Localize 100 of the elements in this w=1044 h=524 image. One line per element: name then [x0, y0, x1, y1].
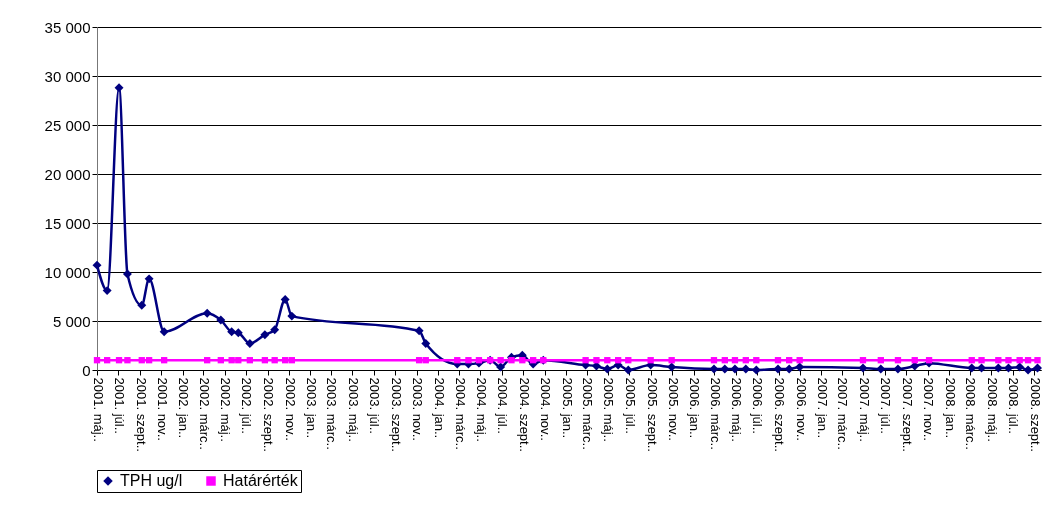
point: [911, 357, 918, 364]
x-tick-label: 2001. nov..: [154, 377, 170, 441]
point: [925, 357, 933, 364]
x-tick-label: 2002. szept..: [261, 377, 277, 452]
point: [894, 357, 902, 364]
x-tick-label: 2002. nov..: [282, 377, 298, 441]
point: [731, 357, 739, 364]
x-tick-label: 2006. máj..: [729, 377, 745, 442]
x-tick-label: 2006. márc..: [707, 377, 723, 450]
point: [604, 357, 611, 364]
x-tick-label: 2007. márc..: [835, 377, 851, 450]
x-tick-label: 2003. júl..: [367, 377, 383, 434]
point: [228, 357, 235, 364]
point: [122, 269, 132, 279]
point: [709, 364, 719, 374]
x-tick-label: 2002. jan..: [176, 377, 192, 439]
point: [614, 357, 622, 364]
y-tick-label: 10 000: [44, 263, 91, 281]
point: [496, 362, 506, 372]
point: [784, 364, 794, 374]
x-tick-label: 2008. jan..: [942, 377, 958, 439]
point: [271, 357, 278, 364]
point: [625, 357, 632, 364]
x-tick-label: 2007. jan..: [814, 377, 830, 439]
point: [204, 357, 211, 364]
x-tick-label: 2008. márc..: [963, 377, 979, 450]
x-tick-label: 2002. márc..: [196, 377, 212, 450]
point: [1024, 357, 1032, 364]
legend-label: TPH ug/l: [120, 472, 183, 489]
x-tick-label: 2006. jan..: [687, 377, 703, 439]
point: [144, 274, 154, 284]
x-tick-label: 2002. júl..: [239, 377, 255, 434]
point: [647, 357, 654, 364]
x-tick-label: 2003. szept..: [388, 377, 404, 452]
point: [159, 327, 169, 337]
point: [246, 357, 254, 364]
point: [877, 357, 884, 364]
y-tick-label: 0: [82, 361, 91, 379]
point: [593, 357, 600, 364]
x-tick-label: 2004. nov..: [538, 377, 554, 441]
point: [995, 357, 1002, 364]
x-tick-label: 2008. júl..: [1006, 377, 1022, 434]
point: [421, 339, 431, 349]
point: [967, 363, 977, 373]
point: [1023, 365, 1033, 375]
y-tick-label: 35 000: [44, 18, 91, 36]
point: [137, 300, 147, 310]
point: [475, 357, 483, 364]
x-tick-label: 2001. máj..: [90, 377, 106, 442]
y-tick-label: 15 000: [44, 214, 91, 232]
x-tick-label: 2004. jan..: [431, 377, 447, 439]
x-tick-label: 2008. máj..: [984, 377, 1000, 442]
x-tick-label: 2007. nov..: [921, 377, 937, 441]
point: [859, 357, 867, 364]
point: [1004, 363, 1013, 373]
point: [115, 357, 123, 364]
point: [145, 357, 153, 364]
x-tick-label: 2004. márc..: [452, 377, 468, 450]
point: [422, 357, 429, 364]
point: [623, 365, 633, 375]
x-tick-label: 2003. márc..: [324, 377, 340, 450]
x-tick-label: 2006. nov..: [793, 377, 809, 441]
point: [710, 357, 718, 364]
x-tick-label: 2006. szept..: [772, 377, 788, 452]
point: [261, 357, 269, 364]
x-tick-label: 2005. jan..: [559, 377, 575, 439]
point: [721, 357, 728, 364]
point: [1016, 357, 1023, 364]
point: [508, 357, 515, 364]
point: [454, 357, 461, 364]
point: [287, 311, 297, 321]
point: [529, 357, 537, 364]
x-tick-label: 2003. máj..: [345, 377, 361, 442]
x-tick-label: 2006. júl..: [750, 377, 766, 434]
point: [668, 357, 675, 364]
point: [602, 364, 612, 374]
x-tick-label: 2004. júl..: [495, 377, 511, 434]
point: [216, 315, 226, 325]
x-tick-label: 2008. szept..: [1027, 377, 1043, 452]
point: [1033, 363, 1042, 373]
y-tick-label: 30 000: [44, 67, 91, 85]
point: [103, 357, 111, 364]
point: [773, 364, 783, 374]
point: [893, 364, 903, 374]
point: [217, 357, 224, 364]
x-tick-label: 2005. júl..: [622, 377, 638, 434]
point: [160, 357, 168, 364]
point: [796, 357, 803, 364]
point: [102, 286, 112, 296]
y-tick-label: 25 000: [44, 116, 91, 134]
point: [245, 339, 255, 349]
point: [124, 357, 131, 364]
x-tick-label: 2007. szept..: [899, 377, 915, 452]
point: [280, 294, 290, 304]
point: [742, 357, 749, 364]
point: [876, 364, 886, 374]
point: [753, 357, 760, 364]
point: [282, 357, 289, 364]
point: [582, 357, 589, 364]
point: [93, 357, 101, 364]
